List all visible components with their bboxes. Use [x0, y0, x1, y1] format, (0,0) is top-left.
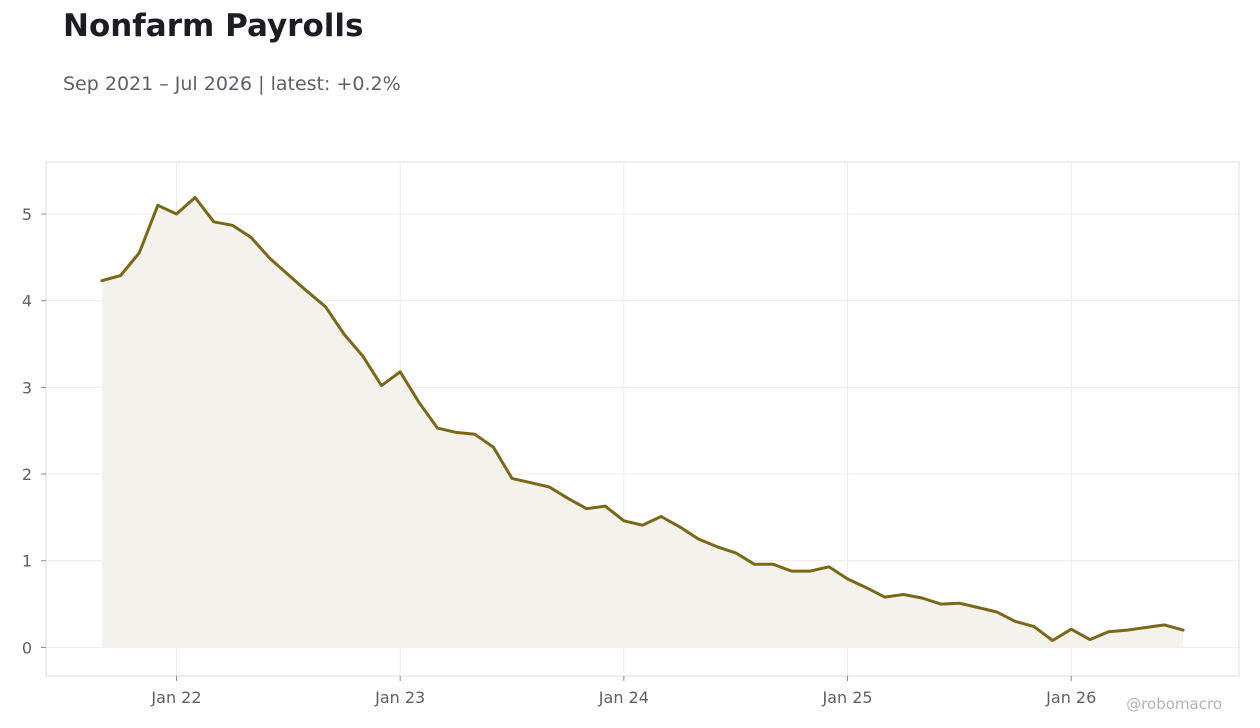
- y-tick-label: 2: [22, 465, 32, 484]
- data-point-2022-11: [361, 354, 365, 358]
- data-point-2023-12: [603, 504, 607, 508]
- data-point-2023-02: [417, 400, 421, 404]
- series-line: [100, 196, 1185, 642]
- data-point-2026-07: [1181, 628, 1185, 632]
- y-tick-label: 5: [22, 205, 32, 224]
- data-point-2024-11: [808, 569, 812, 573]
- data-point-2024-08: [752, 562, 756, 566]
- plot-frame: [45, 161, 1240, 677]
- data-point-2023-07: [510, 476, 514, 480]
- data-point-2023-04: [454, 430, 458, 434]
- data-point-2026-02: [1088, 638, 1092, 642]
- x-axis-ticks: Jan 22 Jan 23 Jan 24 Jan 25 Jan 26: [150, 676, 1096, 707]
- data-point-2025-09: [995, 610, 999, 614]
- data-point-2023-06: [491, 445, 495, 449]
- series-area: [101, 197, 1184, 648]
- data-point-2026-06: [1162, 623, 1166, 627]
- data-point-2023-11: [585, 507, 589, 511]
- x-tick-label: Jan 25: [821, 688, 872, 707]
- data-point-2023-05: [473, 432, 477, 436]
- data-point-2022-07: [286, 273, 290, 277]
- y-axis-ticks: 0 1 2 3 4 5: [22, 205, 46, 657]
- data-point-2022-03: [212, 220, 216, 224]
- data-point-2021-11: [137, 251, 141, 255]
- chart-title: Nonfarm Payrolls: [63, 8, 364, 44]
- data-point-2023-01: [398, 370, 402, 374]
- data-point-2025-04: [901, 593, 905, 597]
- data-point-2022-04: [230, 223, 234, 227]
- x-tick-label: Jan 23: [374, 688, 425, 707]
- y-tick-label: 0: [22, 638, 32, 657]
- data-point-2026-04: [1125, 628, 1129, 632]
- data-point-2022-05: [249, 235, 253, 239]
- data-point-2023-09: [547, 485, 551, 489]
- data-point-2025-01: [846, 577, 850, 581]
- data-point-2024-01: [622, 519, 626, 523]
- data-point-2024-03: [659, 515, 663, 519]
- data-point-2022-09: [324, 305, 328, 309]
- data-point-2026-05: [1144, 625, 1148, 629]
- data-point-2021-09: [100, 279, 104, 283]
- data-point-2025-02: [864, 586, 868, 590]
- data-point-2025-12: [1051, 638, 1055, 642]
- data-point-2026-01: [1069, 627, 1073, 631]
- data-point-2022-01: [174, 212, 178, 216]
- data-point-2023-08: [529, 481, 533, 485]
- data-point-2025-10: [1013, 619, 1017, 623]
- x-tick-label: Jan 22: [150, 688, 201, 707]
- data-point-2022-06: [268, 256, 272, 260]
- data-point-2026-03: [1107, 630, 1111, 634]
- data-point-2021-10: [119, 274, 123, 278]
- data-point-2022-08: [305, 289, 309, 293]
- data-point-2024-02: [641, 523, 645, 527]
- data-point-2025-11: [1032, 625, 1036, 629]
- data-point-2024-04: [678, 525, 682, 529]
- data-point-2024-05: [696, 537, 700, 541]
- data-point-2024-10: [790, 569, 794, 573]
- data-point-2025-08: [976, 606, 980, 610]
- y-tick-label: 3: [22, 378, 32, 397]
- data-point-2022-10: [342, 332, 346, 336]
- data-point-2021-12: [156, 203, 160, 207]
- data-point-2025-03: [883, 595, 887, 599]
- data-point-2023-03: [435, 426, 439, 430]
- chart-subtitle: Sep 2021 – Jul 2026 | latest: +0.2%: [63, 73, 401, 95]
- watermark: @robomacro: [1126, 695, 1222, 713]
- data-point-2024-06: [715, 545, 719, 549]
- x-tick-label: Jan 24: [598, 688, 649, 707]
- data-point-2025-06: [939, 602, 943, 606]
- data-point-2023-10: [566, 496, 570, 500]
- y-tick-label: 1: [22, 552, 32, 571]
- x-tick-label: Jan 26: [1045, 688, 1096, 707]
- data-point-2024-12: [827, 565, 831, 569]
- data-point-2024-07: [734, 551, 738, 555]
- data-point-2025-07: [957, 601, 961, 605]
- y-tick-label: 4: [22, 292, 32, 311]
- data-point-2024-09: [771, 562, 775, 566]
- data-point-2022-02: [193, 196, 197, 200]
- data-point-2025-05: [920, 596, 924, 600]
- data-point-2022-12: [380, 384, 384, 388]
